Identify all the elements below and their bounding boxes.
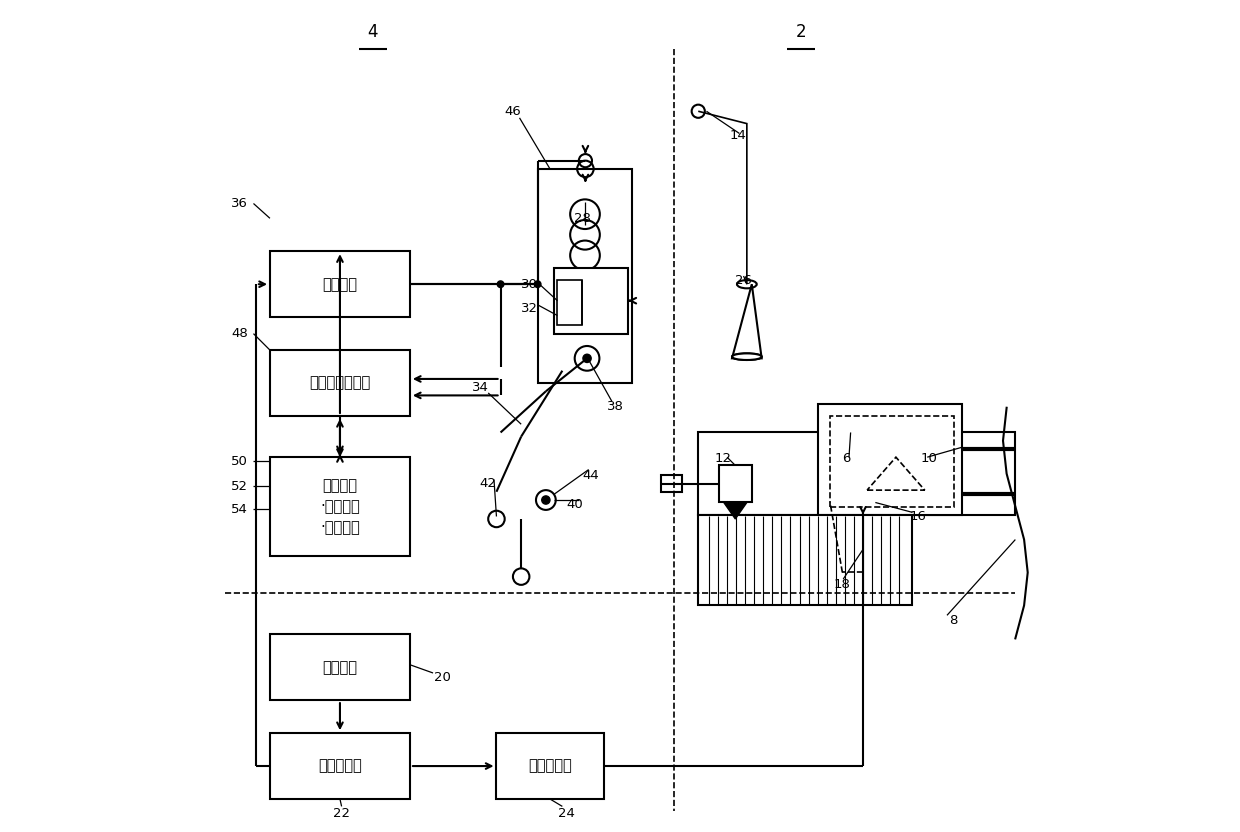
Text: 8: 8 [950,614,957,626]
Text: 20: 20 [434,671,451,684]
Text: 编织控制器: 编织控制器 [319,759,362,774]
Text: 校正量决定单元: 校正量决定单元 [309,375,371,390]
Text: 36: 36 [231,197,248,210]
Text: 校正参数
·收缩参数
·拉伸参数: 校正参数 ·收缩参数 ·拉伸参数 [320,478,360,535]
Text: 50: 50 [231,455,248,468]
Text: 32: 32 [521,302,538,315]
Text: 48: 48 [231,327,248,340]
Text: 24: 24 [558,806,575,820]
Circle shape [497,281,503,288]
Text: 44: 44 [582,468,599,482]
Text: 编织数据: 编织数据 [322,660,357,675]
Bar [719,465,751,503]
Text: 46: 46 [505,105,521,118]
Text: 6: 6 [842,453,851,465]
Ellipse shape [732,354,761,360]
Bar [270,457,410,556]
Bar [698,515,913,606]
Text: 34: 34 [471,381,489,394]
Text: 54: 54 [231,503,248,516]
Text: 控制单元: 控制单元 [322,277,357,292]
Circle shape [583,354,591,363]
Text: 42: 42 [480,477,497,490]
Bar [538,169,632,383]
Text: 2: 2 [796,23,806,42]
Bar [270,634,410,701]
Bar [558,280,582,325]
Text: 30: 30 [521,278,538,290]
Text: 4: 4 [367,23,378,42]
Bar [830,416,954,507]
Bar [270,733,410,799]
Bar [270,251,410,317]
Text: 28: 28 [574,212,591,225]
Circle shape [534,281,541,288]
Text: 52: 52 [231,479,248,493]
Text: 40: 40 [567,498,583,511]
Bar [817,404,962,515]
Text: 22: 22 [334,806,350,820]
Text: 12: 12 [714,453,732,465]
Text: 38: 38 [608,399,624,413]
Bar [270,350,410,416]
Bar [554,268,629,334]
Ellipse shape [732,354,761,360]
Bar [661,475,682,492]
Text: 16: 16 [910,510,926,523]
Polygon shape [724,503,746,519]
Text: 18: 18 [835,577,851,591]
Text: 行走电动机: 行走电动机 [528,759,572,774]
Text: 14: 14 [729,130,746,142]
Text: 10: 10 [920,453,937,465]
Bar [698,433,1016,515]
Text: 26: 26 [735,274,751,286]
Bar [496,733,604,799]
Circle shape [542,496,551,504]
